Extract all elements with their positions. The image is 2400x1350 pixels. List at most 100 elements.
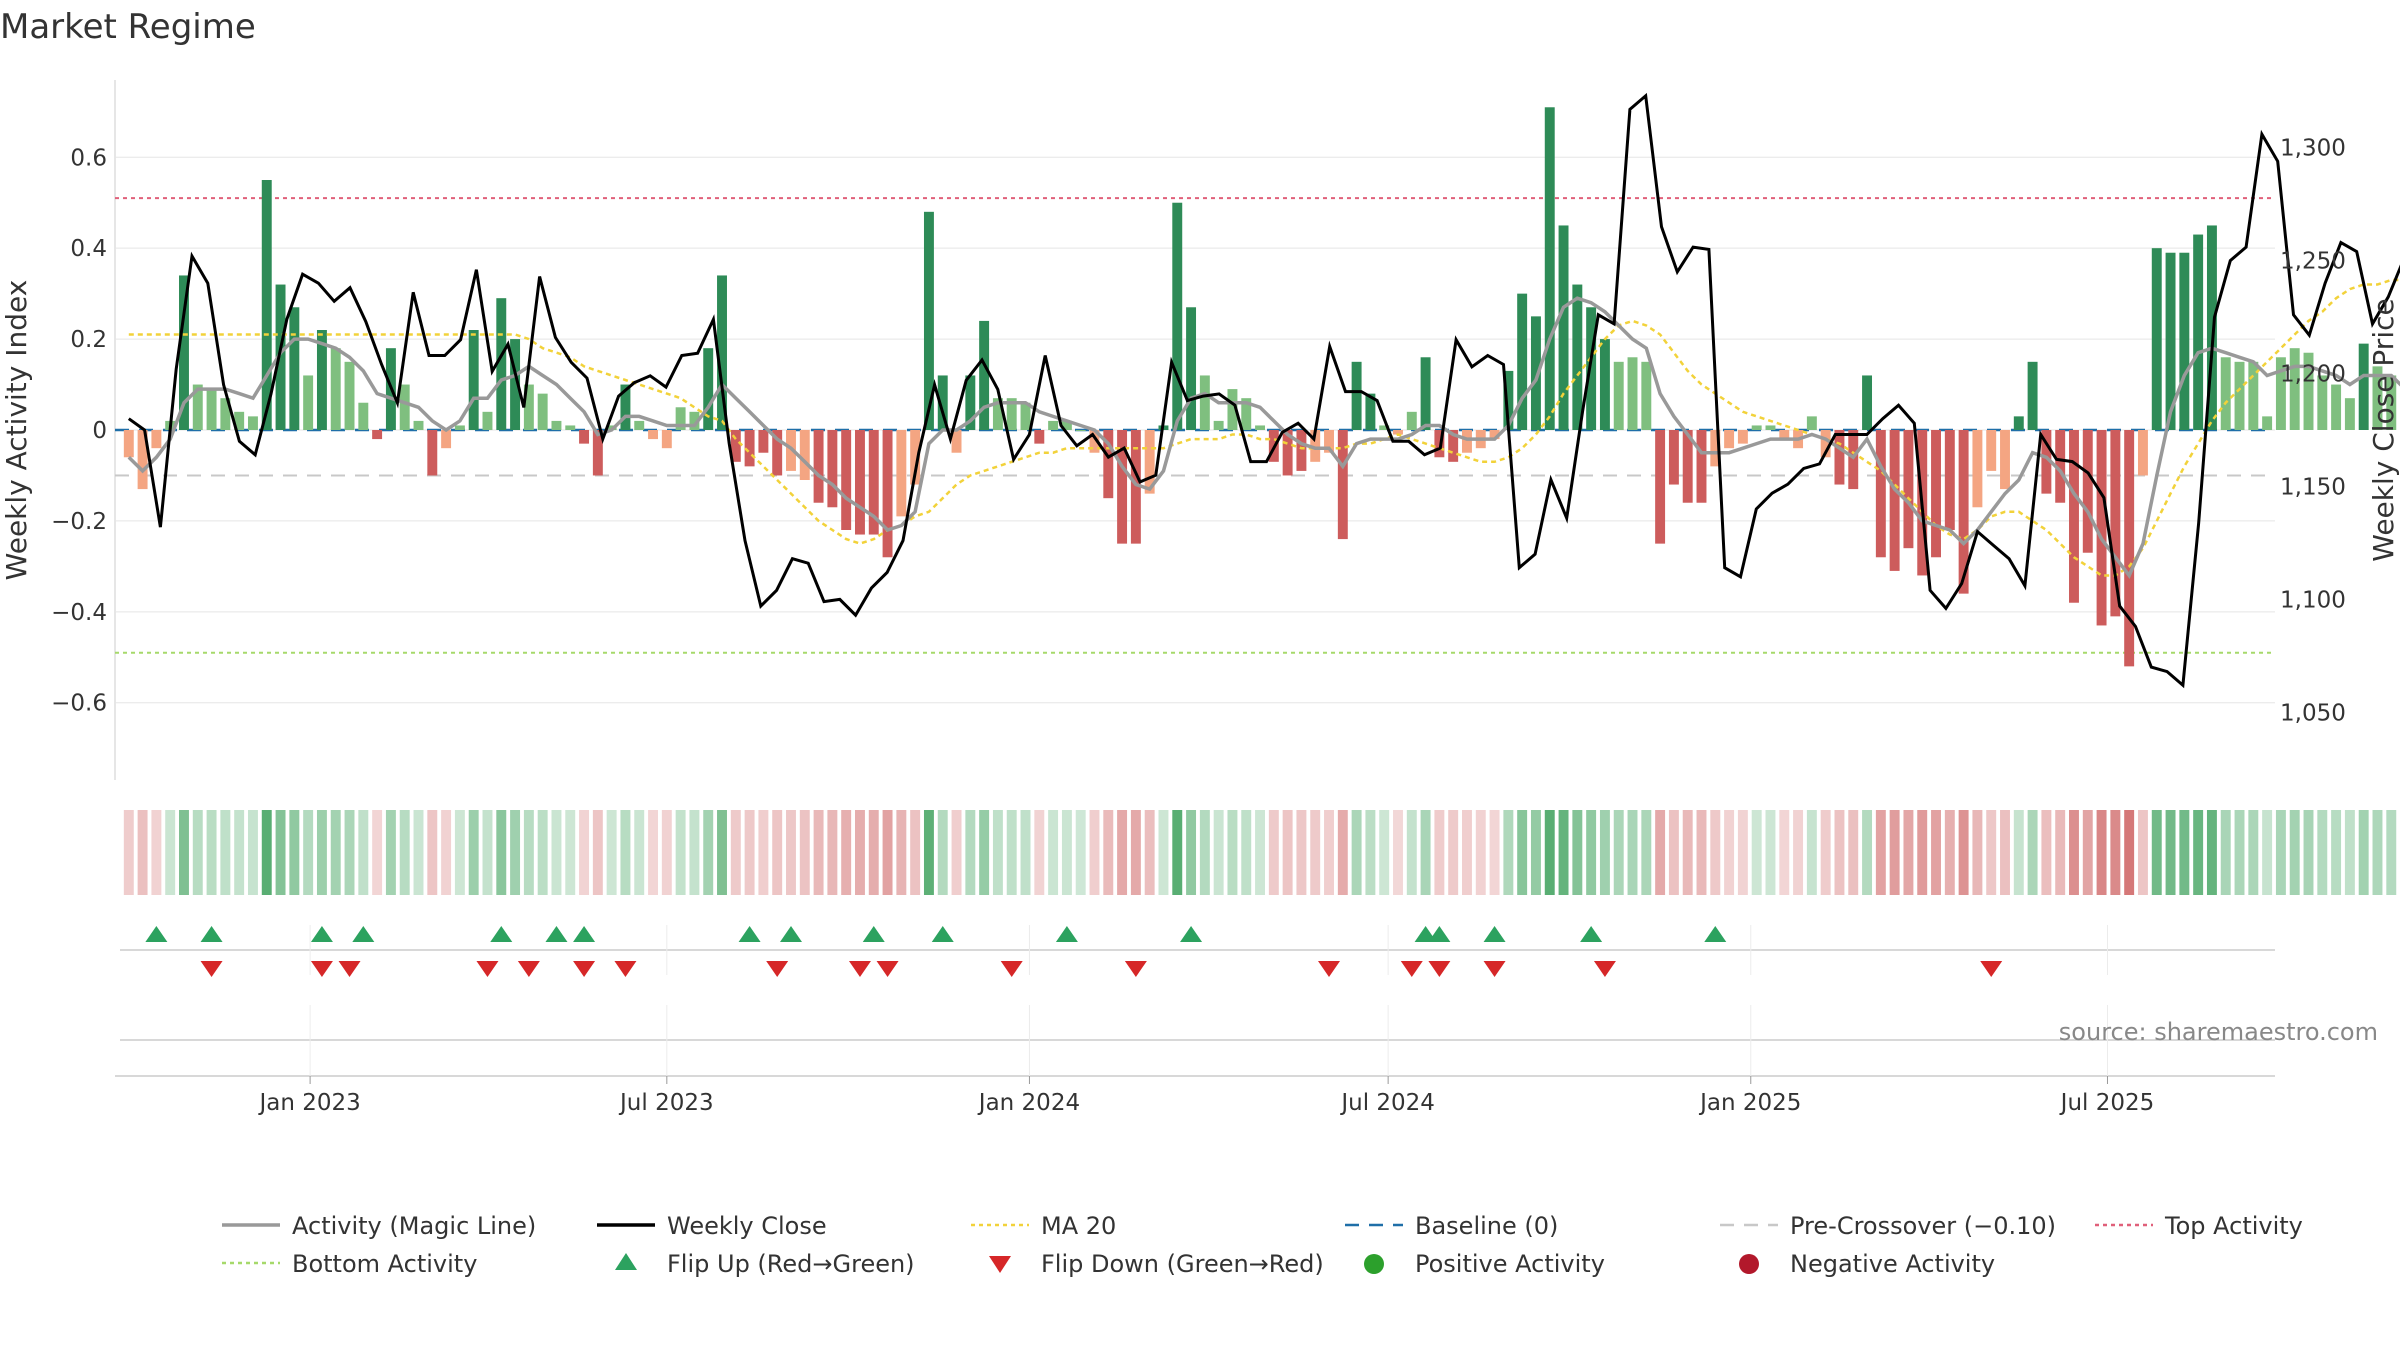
- regime-strip-cell: [565, 810, 576, 895]
- legend-label: Positive Activity: [1415, 1250, 1605, 1278]
- activity-bar: [1393, 430, 1403, 435]
- regime-strip-cell: [703, 810, 714, 895]
- activity-bar: [1172, 202, 1183, 430]
- activity-bar: [1255, 425, 1266, 430]
- activity-bar: [1655, 430, 1666, 544]
- flip-up-marker: [1055, 926, 1078, 942]
- activity-bar: [868, 430, 879, 535]
- legend-swatch: [1364, 1254, 1384, 1274]
- activity-bar: [2096, 430, 2107, 626]
- activity-bar: [1765, 425, 1776, 430]
- regime-strip-cell: [827, 810, 838, 895]
- regime-strip-cell: [179, 810, 189, 895]
- legend-swatch: [1739, 1254, 1759, 1274]
- x-tick-label: Jul 2023: [618, 1090, 714, 1116]
- regime-strip-cell: [2137, 810, 2148, 895]
- flip-up-marker: [545, 926, 568, 942]
- x-tick-label: Jan 2024: [977, 1090, 1080, 1116]
- regime-strip-cell: [2193, 810, 2204, 895]
- flip-down-marker: [766, 961, 789, 977]
- regime-strip-cell: [1489, 810, 1500, 895]
- activity-bar: [234, 411, 245, 430]
- activity-bar: [2179, 252, 2190, 430]
- x-tick-label: Jul 2025: [2059, 1090, 2155, 1116]
- regime-strip-cell: [1682, 810, 1693, 895]
- regime-strip-cell: [1324, 810, 1334, 895]
- activity-bar: [1144, 430, 1155, 494]
- activity-bar: [496, 298, 507, 430]
- regime-strip-cell: [1365, 810, 1376, 895]
- regime-strip-cell: [813, 810, 824, 895]
- activity-bar: [979, 320, 990, 430]
- activity-bar: [2193, 234, 2204, 430]
- regime-strip-cell: [675, 810, 686, 895]
- activity-bar: [2082, 430, 2093, 553]
- activity-bar: [1903, 430, 1914, 549]
- flip-down-marker: [1318, 961, 1341, 977]
- regime-strip-cell: [1462, 810, 1472, 895]
- regime-strip-cell: [2386, 810, 2397, 895]
- activity-bar: [1103, 430, 1114, 499]
- activity-bar: [510, 339, 521, 430]
- regime-strip-cell: [717, 810, 727, 895]
- regime-strip-cell: [1627, 810, 1638, 895]
- regime-strip-cell: [1227, 810, 1238, 895]
- activity-bar: [1489, 430, 1500, 440]
- activity-bar: [1296, 430, 1307, 471]
- activity-bar: [1241, 398, 1252, 430]
- activity-bar: [330, 348, 341, 430]
- y2-axis-label: Weekly Close Price: [2367, 298, 2400, 561]
- regime-strip-cell: [344, 810, 355, 895]
- regime-strip-cell: [1862, 810, 1873, 895]
- regime-strip-cell: [1517, 810, 1528, 895]
- legend-label: Weekly Close: [667, 1212, 827, 1240]
- legend-label: Negative Activity: [1790, 1250, 1995, 1278]
- activity-bar: [1572, 284, 1583, 430]
- regime-strip-cell: [1944, 810, 1955, 895]
- activity-bar: [2165, 252, 2176, 430]
- activity-bar: [1613, 361, 1624, 430]
- regime-strip-cell: [965, 810, 976, 895]
- regime-strip-cell: [1186, 810, 1197, 895]
- activity-bar: [1227, 389, 1238, 430]
- activity-bar: [247, 416, 258, 430]
- activity-bar: [1517, 293, 1528, 430]
- chart-title: Market Regime: [0, 7, 256, 47]
- activity-bar: [703, 348, 714, 430]
- activity-bar: [661, 430, 672, 449]
- regime-strip-cell: [1903, 810, 1914, 895]
- activity-bar: [1351, 361, 1362, 430]
- regime-strip-cell: [441, 810, 452, 895]
- activity-bar: [1586, 307, 1597, 430]
- flip-down-marker: [1000, 961, 1023, 977]
- activity-bar: [758, 430, 769, 453]
- legend-item: Top Activity: [2095, 1212, 2303, 1240]
- regime-strip-cell: [1268, 810, 1279, 895]
- regime-strip-cell: [1793, 810, 1804, 895]
- regime-strip-cell: [1986, 810, 1997, 895]
- regime-strip-cell: [1089, 810, 1100, 895]
- flip-up-marker: [490, 926, 513, 942]
- legend-label: Top Activity: [2164, 1212, 2303, 1240]
- activity-bar: [896, 430, 907, 517]
- activity-bar: [1462, 430, 1472, 453]
- ma20-line: [128, 278, 2400, 577]
- regime-strip-cell: [1834, 810, 1845, 895]
- activity-bar: [358, 402, 369, 430]
- activity-bar: [813, 430, 824, 503]
- activity-bar: [2386, 375, 2397, 430]
- regime-strip-cell: [937, 810, 948, 895]
- regime-strip-cell: [841, 810, 852, 895]
- regime-strip-cell: [537, 810, 548, 895]
- regime-strip-cell: [1213, 810, 1224, 895]
- activity-bars: [123, 107, 2397, 667]
- flip-down-marker: [200, 961, 223, 977]
- activity-bar: [372, 430, 383, 440]
- regime-strip-cell: [413, 810, 424, 895]
- regime-strip-cell: [1599, 810, 1610, 895]
- activity-bar: [1130, 430, 1141, 544]
- activity-bar: [482, 411, 493, 430]
- activity-bar: [1048, 420, 1059, 430]
- activity-bar: [1710, 430, 1721, 467]
- flip-up-marker: [352, 926, 375, 942]
